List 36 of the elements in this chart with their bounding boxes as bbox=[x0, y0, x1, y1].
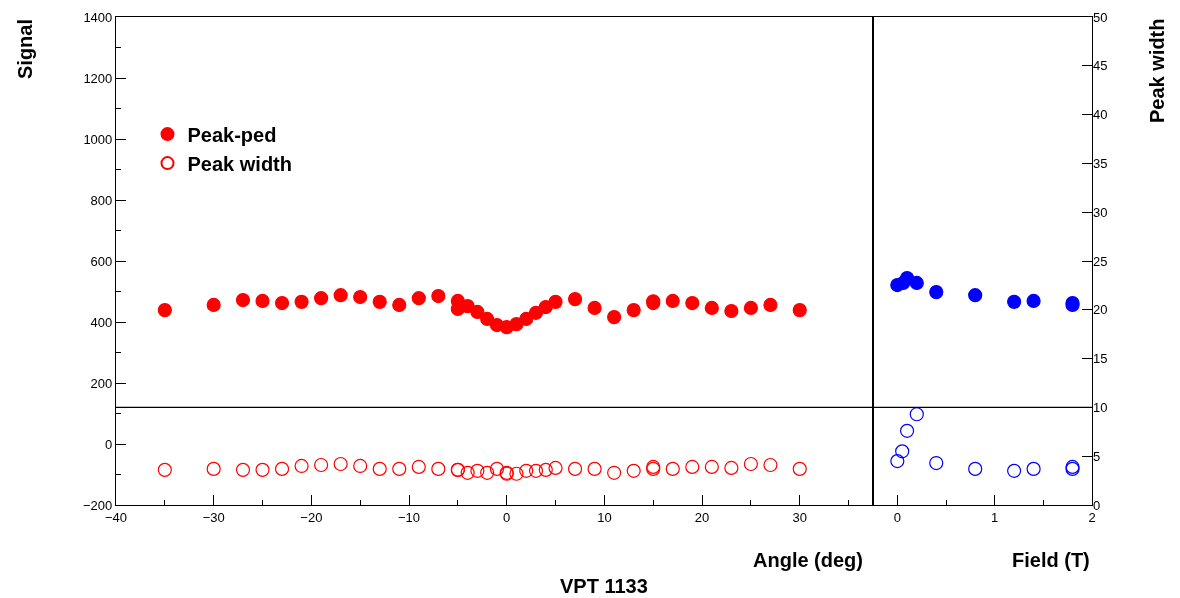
x-tick-label: 0 bbox=[503, 509, 511, 525]
x-axis-title: Field (T) bbox=[1012, 549, 1090, 571]
x-tick-label: 0 bbox=[893, 509, 901, 525]
y2-tick-label: 5 bbox=[1093, 448, 1101, 464]
x-tick-label: 2 bbox=[1088, 509, 1096, 525]
x-tick-label: 10 bbox=[597, 509, 612, 525]
y-tick-label: 200 bbox=[90, 375, 113, 391]
text: VPT 1133 bbox=[560, 575, 648, 597]
y-tick-label: 600 bbox=[90, 253, 113, 269]
legend-label: Peak width bbox=[187, 152, 292, 175]
y2-tick-label: 40 bbox=[1093, 107, 1108, 123]
y-tick-label: 800 bbox=[90, 192, 113, 208]
x-tick-label: −10 bbox=[398, 509, 421, 525]
y2-tick-label: 0 bbox=[1093, 497, 1101, 513]
y2-tick-label: 50 bbox=[1093, 9, 1108, 25]
y2-tick-label: 15 bbox=[1093, 351, 1108, 367]
x-tick-label: 30 bbox=[792, 509, 807, 525]
y-tick-label: 1000 bbox=[83, 131, 113, 147]
y2-tick-label: 30 bbox=[1093, 204, 1108, 220]
y2-tick-label: 10 bbox=[1093, 399, 1108, 415]
x-tick-label: −30 bbox=[202, 509, 225, 525]
y2-tick-label: 20 bbox=[1093, 302, 1108, 318]
x-axis-title: Angle (deg) bbox=[753, 549, 863, 571]
y-axis-title: Signal bbox=[14, 18, 36, 79]
y-tick-label: 0 bbox=[105, 436, 113, 452]
x-tick-label: −20 bbox=[300, 509, 323, 525]
y2-axis-title: Peak width bbox=[1146, 18, 1168, 123]
y2-tick-label: 35 bbox=[1093, 155, 1108, 171]
x-tick-label: 20 bbox=[694, 509, 710, 525]
x-tick-label: 1 bbox=[991, 509, 999, 525]
y-tick-label: 1200 bbox=[83, 70, 113, 86]
y-tick-label: 1400 bbox=[83, 9, 113, 25]
y-tick-label: 400 bbox=[90, 314, 113, 330]
y2-tick-label: 45 bbox=[1093, 58, 1108, 74]
legend-label: Peak-ped bbox=[187, 123, 277, 146]
y2-tick-label: 25 bbox=[1093, 253, 1108, 269]
